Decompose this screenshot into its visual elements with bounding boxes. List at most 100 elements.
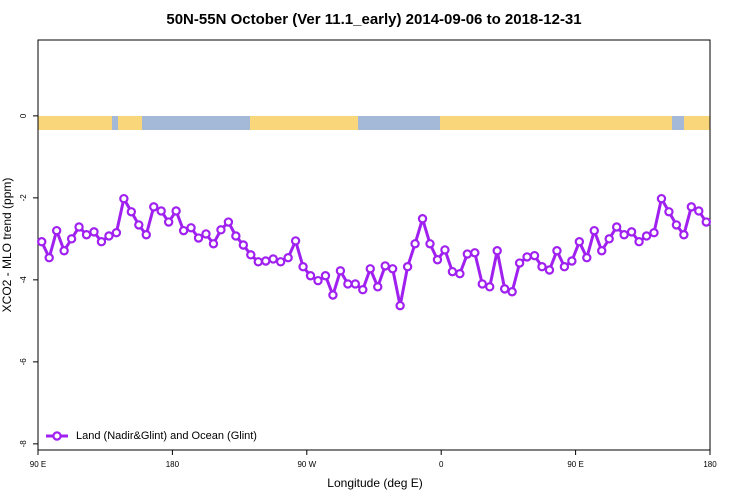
y-tick-label: -2 <box>19 194 28 202</box>
data-point <box>253 257 263 267</box>
land-band <box>684 116 710 130</box>
data-point <box>559 262 570 272</box>
data-point <box>268 254 278 264</box>
data-point <box>231 231 241 241</box>
data-point <box>343 279 353 289</box>
data-point <box>96 237 107 247</box>
legend-label: Land (Nadir&Glint) and Ocean (Glint) <box>76 430 257 442</box>
data-point <box>186 223 196 233</box>
y-axis-label: XCO2 - MLO trend (ppm) <box>0 178 14 313</box>
data-point <box>81 230 92 240</box>
land-band <box>440 116 672 130</box>
data-point <box>201 229 211 239</box>
data-point <box>567 256 577 266</box>
data-point <box>589 225 599 236</box>
data-point <box>275 257 286 267</box>
data-point <box>283 253 293 263</box>
land-band <box>250 116 358 130</box>
data-point <box>89 227 99 237</box>
data-point <box>552 246 562 256</box>
data-point <box>701 217 711 227</box>
data-point <box>447 266 458 277</box>
data-point <box>59 246 69 256</box>
data-point <box>37 237 47 247</box>
y-tick-label: -6 <box>19 358 28 366</box>
data-point <box>694 206 704 216</box>
data-point <box>499 284 510 294</box>
y-tick-label: -4 <box>19 276 28 284</box>
data-point <box>649 227 659 238</box>
data-point <box>149 202 159 212</box>
data-point <box>634 237 644 247</box>
data-point <box>410 239 420 249</box>
data-point <box>470 248 480 258</box>
data-point <box>74 222 84 232</box>
land-band <box>38 116 112 130</box>
data-point <box>44 253 54 263</box>
y-tick-label: -8 <box>19 440 28 448</box>
data-point <box>679 230 689 240</box>
data-point <box>455 269 465 279</box>
data-point <box>358 284 368 295</box>
plot-frame <box>37 39 711 451</box>
data-point <box>597 246 607 256</box>
data-point <box>432 255 443 265</box>
data-point <box>193 233 204 243</box>
data-point <box>462 249 473 259</box>
data-point <box>126 207 137 217</box>
data-point <box>671 220 682 230</box>
data-point <box>626 227 637 237</box>
y-tick-label: 0 <box>19 113 28 118</box>
x-tick-label: 180 <box>703 460 717 469</box>
data-point <box>171 206 181 216</box>
data-point <box>537 262 547 272</box>
data-point <box>51 225 62 236</box>
data-point <box>134 220 144 230</box>
x-tick-label: 90 E <box>30 460 46 469</box>
data-point <box>320 271 331 281</box>
data-point <box>156 206 166 216</box>
x-tick-label: 0 <box>439 460 444 469</box>
data-point <box>686 202 697 212</box>
data-point <box>522 252 532 262</box>
data-point <box>66 234 77 244</box>
data-point <box>514 258 525 268</box>
legend: Land (Nadir&Glint) and Ocean (Glint) <box>46 430 257 442</box>
data-point <box>328 290 338 300</box>
data-point <box>246 250 256 260</box>
data-point <box>656 193 667 204</box>
data-point <box>298 262 308 272</box>
x-tick-label: 90 E <box>567 460 583 469</box>
legend-marker <box>52 431 62 441</box>
data-point <box>119 193 129 204</box>
data-point <box>529 250 540 261</box>
data-point <box>440 245 450 255</box>
data-point <box>365 264 375 274</box>
land-band <box>118 116 142 130</box>
data-point <box>163 217 174 227</box>
data-point <box>582 253 592 263</box>
data-point <box>216 225 226 235</box>
x-axis-label: Longitude (deg E) <box>327 476 422 490</box>
data-point <box>178 225 189 236</box>
x-tick-label: 180 <box>166 460 180 469</box>
data-point <box>507 287 517 297</box>
data-point <box>619 230 629 240</box>
data-point <box>544 265 555 275</box>
data-point <box>664 207 674 217</box>
data-point <box>477 279 487 289</box>
data-point <box>141 230 151 240</box>
data-point <box>485 282 495 292</box>
data-point <box>425 239 435 249</box>
data-point <box>313 275 323 286</box>
data-point <box>104 231 114 241</box>
data-point <box>604 234 614 244</box>
data-point <box>402 262 413 272</box>
data-point <box>290 236 301 246</box>
data-point <box>373 282 383 292</box>
data-point <box>611 222 622 232</box>
data-point <box>395 300 405 311</box>
data-point <box>223 217 234 227</box>
data-point <box>641 231 652 241</box>
